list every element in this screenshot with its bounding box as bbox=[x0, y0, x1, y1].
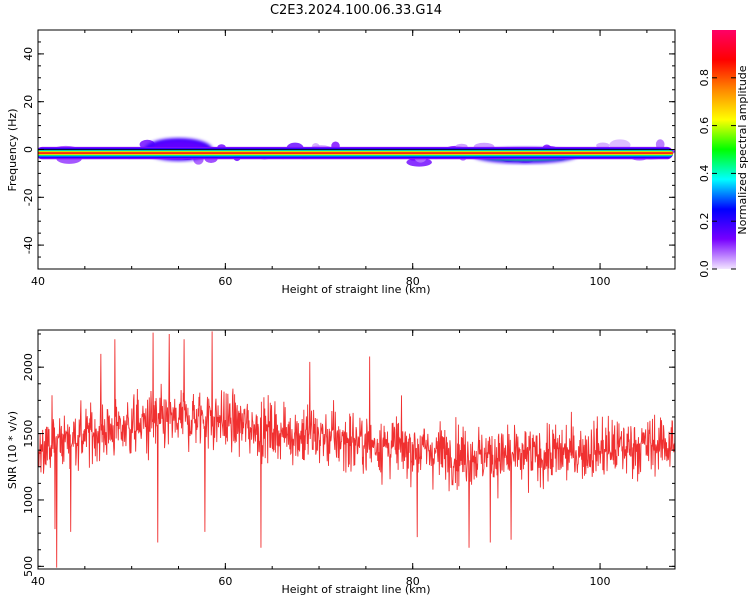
snr-xtick-label: 100 bbox=[590, 575, 611, 588]
spectrogram-ytick-label: 0 bbox=[22, 146, 35, 153]
figure-title: C2E3.2024.100.06.33.G14 bbox=[270, 3, 442, 18]
spectrogram-band-layer-6 bbox=[38, 152, 674, 154]
snr-frame bbox=[37, 329, 676, 570]
spectrogram-xtick-label: 40 bbox=[31, 275, 45, 288]
colorbar-label: Normalized spectral amplitude bbox=[736, 65, 749, 234]
spectrogram-ytick-label: 20 bbox=[22, 95, 35, 109]
colorbar: 0.0 0.2 0.4 0.6 0.8 Normalized spectral ampl… bbox=[698, 30, 749, 278]
snr-series-line bbox=[38, 331, 675, 568]
snr-ytick-label: 500 bbox=[22, 556, 35, 577]
spectrogram-ytick-label: 40 bbox=[22, 47, 35, 61]
colorbar-ticks: 0.0 0.2 0.4 0.6 0.8 bbox=[698, 69, 736, 278]
spectrogram-xtick-label: 80 bbox=[406, 275, 420, 288]
snr-ytick-label: 1500 bbox=[22, 420, 35, 448]
spectrogram-ytick-label: -40 bbox=[22, 236, 35, 254]
colorbar-tick-label: 0.6 bbox=[698, 117, 711, 135]
spectrogram-xtick-label: 60 bbox=[218, 275, 232, 288]
snr-ytick-label: 2000 bbox=[22, 353, 35, 381]
snr-xtick-label: 40 bbox=[31, 575, 45, 588]
colorbar-tick-label: 0.4 bbox=[698, 165, 711, 183]
snr-ticks: 40 60 80 100 500 1000 1500 2000 bbox=[22, 330, 675, 588]
spectrogram-ticks: 40 60 80 100 40 20 0 -20 -40 bbox=[22, 29, 675, 288]
colorbar-tick-label: 0.8 bbox=[698, 69, 711, 87]
spectrogram-ylabel: Frequency (Hz) bbox=[6, 109, 19, 192]
spectrogram-xlabel: Height of straight line (km) bbox=[281, 283, 430, 296]
snr-ylabel: SNR (10 * v/v) bbox=[6, 411, 19, 489]
spectrogram-ytick-label: -20 bbox=[22, 188, 35, 206]
spectrogram-band bbox=[38, 137, 675, 167]
colorbar-gradient bbox=[712, 30, 736, 269]
snr-panel: 40 60 80 100 500 1000 1500 2000 Height of strai… bbox=[6, 329, 676, 596]
snr-xtick-label: 60 bbox=[218, 575, 232, 588]
snr-xtick-label: 80 bbox=[406, 575, 420, 588]
spectrogram-panel: 40 60 80 100 40 20 0 -20 -40 Height of straight … bbox=[6, 29, 676, 296]
spectrogram-xtick-label: 100 bbox=[590, 275, 611, 288]
snr-ytick-label: 1000 bbox=[22, 486, 35, 514]
colorbar-tick-label: 0.2 bbox=[698, 212, 711, 230]
colorbar-tick-label: 0.0 bbox=[698, 260, 711, 278]
snr-xlabel: Height of straight line (km) bbox=[281, 583, 430, 596]
